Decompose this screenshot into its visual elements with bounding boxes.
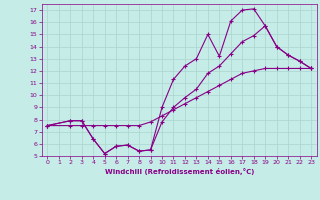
X-axis label: Windchill (Refroidissement éolien,°C): Windchill (Refroidissement éolien,°C) [105, 168, 254, 175]
